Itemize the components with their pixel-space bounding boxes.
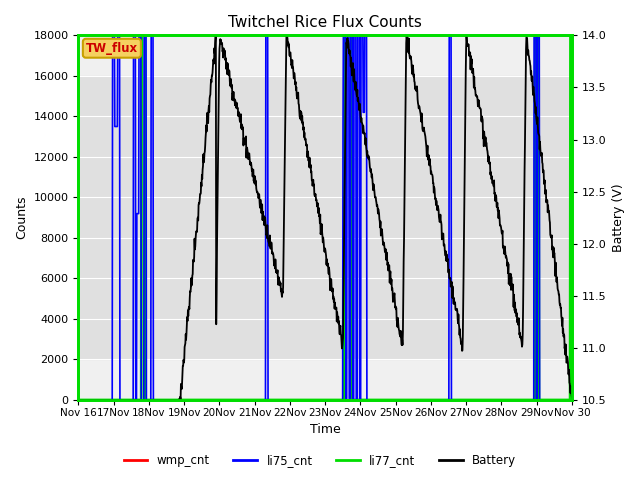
Text: TW_flux: TW_flux bbox=[86, 42, 138, 55]
Bar bbox=[79, 76, 572, 360]
Title: Twitchel Rice Flux Counts: Twitchel Rice Flux Counts bbox=[228, 15, 422, 30]
Legend: wmp_cnt, li75_cnt, li77_cnt, Battery: wmp_cnt, li75_cnt, li77_cnt, Battery bbox=[119, 449, 521, 472]
Y-axis label: Counts: Counts bbox=[15, 196, 28, 240]
Bar bbox=[79, 36, 572, 400]
X-axis label: Time: Time bbox=[310, 423, 340, 436]
Y-axis label: Battery (V): Battery (V) bbox=[612, 183, 625, 252]
